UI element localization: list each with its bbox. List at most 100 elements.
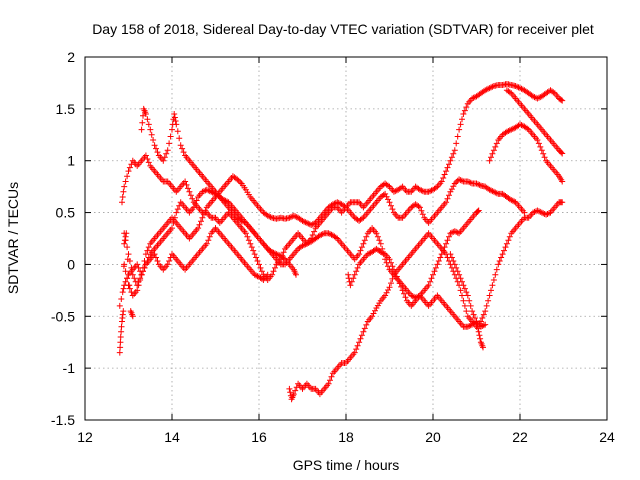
data-point: [488, 187, 494, 194]
data-point: [389, 206, 396, 213]
data-point: [309, 221, 316, 228]
data-point: [171, 214, 178, 221]
data-point: [498, 254, 505, 261]
data-point: [345, 271, 352, 278]
data-point: [488, 84, 494, 91]
data-point: [388, 259, 394, 266]
data-point: [408, 292, 415, 299]
data-point: [489, 282, 496, 289]
data-point: [456, 126, 463, 133]
axis-ticks: 12 14 16 18 20 22 24 -1.5 -1 -0.5 0 0.5 1 1.5 2: [51, 49, 615, 445]
data-point: [460, 297, 467, 304]
data-point: [463, 289, 470, 296]
x-tick-label: 18: [338, 429, 354, 445]
data-point: [486, 157, 493, 164]
data-point: [374, 233, 381, 240]
data-point: [134, 287, 141, 294]
data-point: [125, 168, 132, 175]
data-point: [390, 188, 397, 195]
data-point: [131, 275, 138, 282]
data-point: [490, 188, 497, 195]
data-point: [144, 156, 151, 162]
data-point: [180, 149, 187, 156]
data-point: [485, 297, 492, 304]
data-point: [373, 230, 380, 237]
data-point: [206, 233, 213, 240]
data-point: [173, 121, 180, 128]
data-point: [454, 268, 461, 275]
data-point: [490, 147, 497, 154]
data-point: [537, 143, 544, 150]
data-point: [120, 285, 127, 292]
data-point: [290, 391, 297, 398]
data-point: [351, 349, 358, 356]
data-point: [475, 328, 482, 335]
data-point: [257, 264, 264, 271]
y-tick-label: -1.5: [51, 412, 75, 428]
data-point: [280, 249, 287, 256]
data-point: [266, 213, 273, 220]
data-point: [488, 287, 494, 294]
data-point: [457, 275, 464, 282]
data-point: [166, 258, 173, 264]
data-point: [119, 289, 126, 296]
y-tick-label: -1: [63, 360, 76, 376]
data-point: [196, 221, 203, 228]
data-point: [415, 203, 422, 210]
data-point: [435, 258, 442, 264]
data-point: [427, 278, 434, 285]
data-point: [119, 194, 126, 200]
data-point: [177, 142, 184, 149]
data-point: [144, 116, 151, 123]
data-point: [199, 214, 206, 221]
data-point: [325, 380, 332, 387]
data-point: [540, 150, 547, 157]
data-point: [492, 271, 499, 278]
data-point: [453, 264, 460, 271]
data-point: [253, 272, 260, 279]
data-point: [126, 164, 133, 171]
data-point: [160, 157, 167, 164]
data-point: [303, 240, 310, 247]
data-point: [446, 233, 452, 240]
data-point: [466, 179, 473, 186]
data-point: [398, 283, 405, 290]
data-point: [480, 344, 486, 351]
data-point: [503, 240, 510, 247]
data-point: [385, 196, 391, 203]
data-point: [475, 208, 481, 215]
data-point: [363, 321, 370, 328]
data-point: [446, 192, 452, 199]
data-point: [185, 185, 191, 192]
data-point: [334, 199, 341, 206]
data-point: [466, 297, 473, 304]
data-point: [173, 209, 180, 216]
data-point: [447, 157, 454, 164]
data-point: [174, 128, 181, 135]
data-point: [116, 349, 123, 356]
data-point: [518, 85, 525, 92]
data-point: [443, 168, 450, 175]
data-point: [430, 271, 436, 278]
data-point: [470, 94, 477, 101]
data-point: [118, 328, 125, 335]
data-point: [459, 116, 465, 123]
data-point: [286, 385, 293, 392]
data-point: [488, 154, 494, 161]
data-point: [182, 178, 189, 185]
data-point: [128, 264, 135, 271]
data-point: [364, 251, 371, 258]
data-point: [482, 321, 489, 328]
data-point: [558, 96, 565, 103]
data-point: [386, 199, 393, 206]
data-point: [377, 249, 384, 255]
data-point: [170, 219, 177, 226]
y-tick-label: 1: [67, 153, 75, 169]
data-point: [559, 199, 566, 206]
data-point: [461, 285, 468, 292]
data-point: [171, 114, 178, 121]
y-tick-label: 2: [67, 49, 75, 65]
data-point: [383, 193, 390, 200]
data-point: [440, 175, 447, 181]
